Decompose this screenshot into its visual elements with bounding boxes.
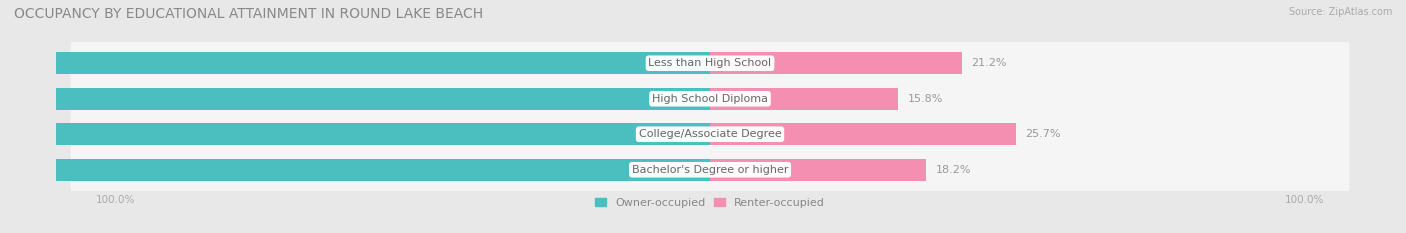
Text: 18.2%: 18.2% bbox=[936, 165, 972, 175]
Text: Bachelor's Degree or higher: Bachelor's Degree or higher bbox=[631, 165, 789, 175]
Bar bbox=[0, 159, 710, 181]
Bar bbox=[710, 88, 898, 110]
FancyBboxPatch shape bbox=[70, 110, 1350, 159]
Bar bbox=[0, 52, 710, 74]
Text: High School Diploma: High School Diploma bbox=[652, 94, 768, 104]
Bar bbox=[0, 88, 710, 110]
FancyBboxPatch shape bbox=[70, 39, 1350, 88]
Text: OCCUPANCY BY EDUCATIONAL ATTAINMENT IN ROUND LAKE BEACH: OCCUPANCY BY EDUCATIONAL ATTAINMENT IN R… bbox=[14, 7, 484, 21]
FancyBboxPatch shape bbox=[70, 74, 1350, 123]
FancyBboxPatch shape bbox=[70, 145, 1350, 194]
Bar bbox=[710, 159, 927, 181]
Text: 25.7%: 25.7% bbox=[1025, 129, 1060, 139]
Text: Less than High School: Less than High School bbox=[648, 58, 772, 68]
Text: College/Associate Degree: College/Associate Degree bbox=[638, 129, 782, 139]
Legend: Owner-occupied, Renter-occupied: Owner-occupied, Renter-occupied bbox=[591, 193, 830, 212]
Text: Source: ZipAtlas.com: Source: ZipAtlas.com bbox=[1288, 7, 1392, 17]
Bar bbox=[0, 123, 710, 145]
Text: 21.2%: 21.2% bbox=[972, 58, 1007, 68]
Bar bbox=[710, 123, 1015, 145]
Text: 15.8%: 15.8% bbox=[907, 94, 943, 104]
Bar bbox=[710, 52, 962, 74]
